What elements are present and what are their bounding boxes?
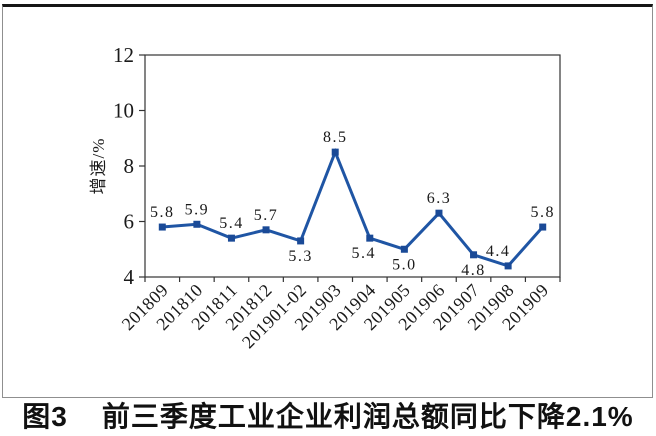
figure-caption-text: 前三季度工业企业利润总额同比下降2.1% (101, 401, 634, 432)
data-point-marker (331, 148, 339, 156)
y-axis: 4 6 8 10 12 (113, 43, 145, 289)
data-point-marker (435, 209, 443, 217)
data-point-marker (297, 237, 305, 245)
data-labels: 5.8 5.9 5.4 5.7 5.3 8.5 5.4 5.0 6.3 4.84.4 5.8 (150, 129, 555, 279)
data-point-marker (400, 245, 408, 253)
data-point-label: 5.4 (219, 215, 244, 232)
y-axis-title: 增速/% (89, 138, 108, 195)
data-point-marker (193, 220, 201, 228)
data-point-label: 8.5 (323, 129, 348, 146)
data-line (162, 148, 544, 268)
profit-growth-line-chart: 4 6 8 10 12 增速/% 20180920181020181120181220190… (89, 43, 561, 352)
data-point-label: 5.8 (150, 204, 175, 221)
figure-caption: 图3 前三季度工业企业利润总额同比下降2.1% (0, 398, 656, 436)
data-point-label: 5.8 (530, 204, 555, 221)
y-axis-tick-label: 8 (124, 154, 135, 178)
figure-frame (2, 4, 653, 398)
data-point-label: 6.3 (427, 190, 452, 207)
data-point-marker (504, 262, 512, 270)
data-point-label: 5.7 (254, 207, 279, 224)
data-point-label: 5.0 (392, 256, 417, 273)
data-point-marker (158, 223, 166, 231)
data-point-label: 5.4 (352, 245, 377, 262)
data-point-marker (366, 234, 374, 242)
data-point-label: 5.9 (185, 201, 210, 218)
data-point-label: 4.8 (461, 262, 486, 279)
data-point-marker (227, 234, 235, 242)
data-point-marker (262, 226, 270, 234)
y-axis-tick-label: 4 (124, 265, 135, 289)
data-point-label: 4.4 (486, 243, 511, 260)
y-axis-tick-label: 6 (124, 210, 135, 234)
data-point-label: 5.3 (288, 248, 313, 265)
x-axis: 201809201810201811201812201901-022019032… (118, 277, 561, 352)
data-point-marker (539, 223, 547, 231)
y-axis-tick-label: 12 (113, 43, 134, 67)
data-point-marker (470, 251, 478, 259)
data-point-markers (158, 148, 547, 270)
y-axis-tick-label: 10 (113, 99, 134, 123)
figure-number: 图3 (22, 401, 68, 432)
